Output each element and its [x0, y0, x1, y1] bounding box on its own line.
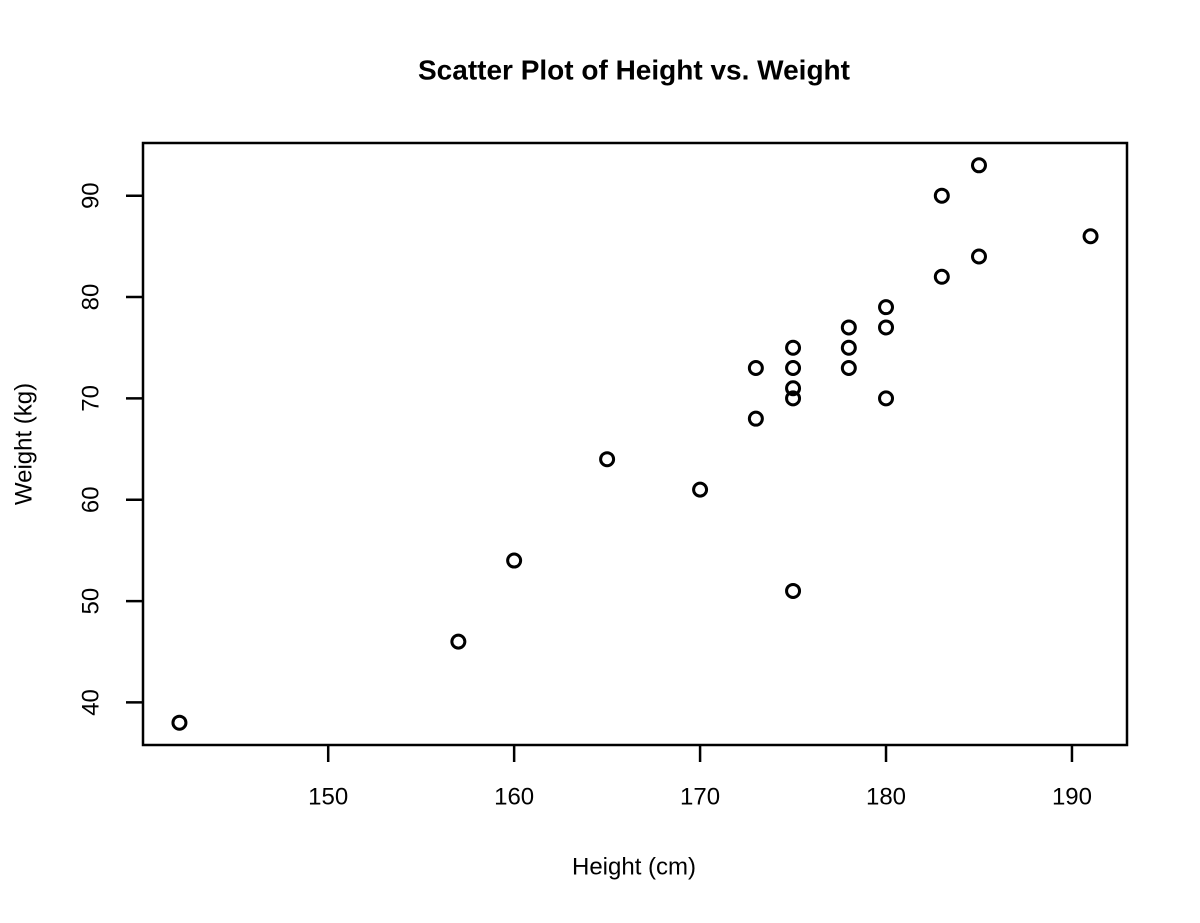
chart-title: Scatter Plot of Height vs. Weight [418, 54, 850, 85]
point [933, 268, 950, 285]
point [747, 410, 764, 427]
y-tick-label: 50 [77, 588, 104, 615]
point [970, 248, 987, 265]
point [506, 552, 523, 569]
y-axis-label: Weight (kg) [10, 383, 37, 505]
point [785, 359, 802, 376]
point [171, 714, 188, 731]
point [747, 359, 764, 376]
plot-frame [141, 141, 1129, 747]
point [785, 582, 802, 599]
y-tick-label: 90 [77, 182, 104, 209]
point [785, 390, 802, 407]
x-tick-label: 180 [866, 783, 906, 810]
point [599, 451, 616, 468]
x-tick-label: 150 [308, 783, 348, 810]
point [933, 187, 950, 204]
x-tick-label: 160 [494, 783, 534, 810]
point [878, 299, 895, 316]
x-axis-label: Height (cm) [572, 853, 696, 880]
x-tick-label: 170 [680, 783, 720, 810]
point [785, 339, 802, 356]
y-tick-label: 60 [77, 486, 104, 513]
y-tick-label: 40 [77, 689, 104, 716]
point [692, 481, 709, 498]
point [450, 633, 467, 650]
point [840, 339, 857, 356]
point [785, 380, 802, 397]
y-tick-label: 70 [77, 385, 104, 412]
point [878, 319, 895, 336]
point [840, 319, 857, 336]
point [970, 157, 987, 174]
y-tick-label: 80 [77, 284, 104, 311]
point [878, 390, 895, 407]
point [1082, 228, 1099, 245]
x-tick-label: 190 [1052, 783, 1092, 810]
point [840, 359, 857, 376]
